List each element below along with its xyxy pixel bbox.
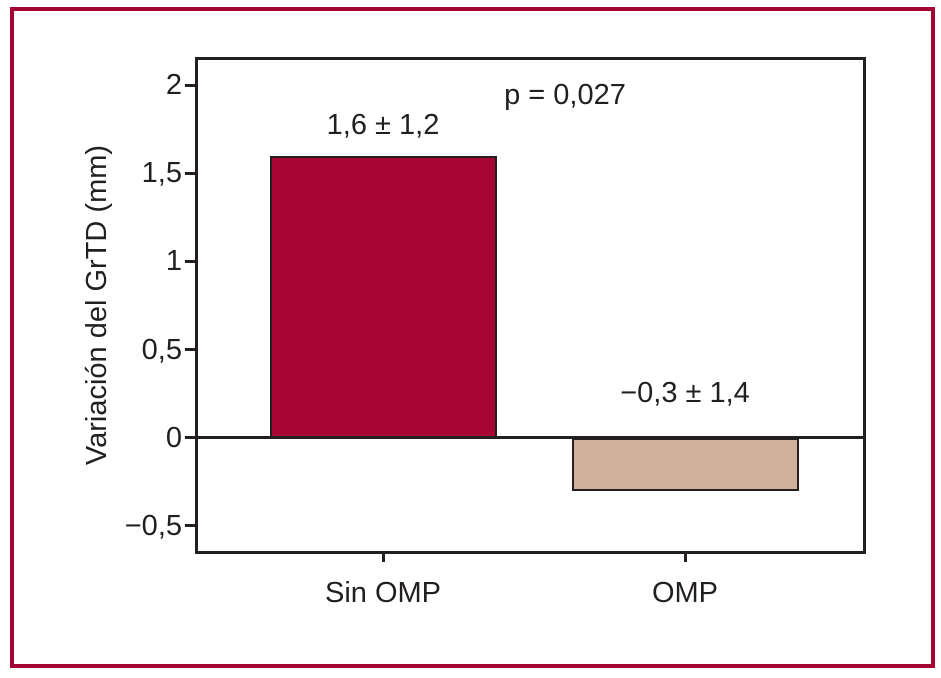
x-tick-mark-sin-omp xyxy=(381,554,385,562)
bar-value-label-omp: −0,3 ± 1,4 xyxy=(620,376,750,409)
y-tick-mark xyxy=(185,171,195,175)
y-tick-mark xyxy=(185,83,195,87)
p-value-label: p = 0,027 xyxy=(504,79,626,111)
y-axis-title: Variación del GrTD (mm) xyxy=(81,144,113,466)
y-tick-mark xyxy=(185,259,195,263)
figure-border xyxy=(10,7,935,668)
y-tick-label: 1 xyxy=(165,245,182,278)
y-tick-mark xyxy=(185,524,195,528)
y-tick-label: 2 xyxy=(165,69,182,102)
y-tick-mark xyxy=(185,348,195,352)
zero-baseline xyxy=(198,436,863,440)
x-tick-mark-omp xyxy=(683,554,687,562)
y-tick-label: 1,5 xyxy=(141,157,182,190)
x-category-label-sin-omp: Sin OMP xyxy=(324,577,442,609)
bar-value-label-sin-omp: 1,6 ± 1,2 xyxy=(326,108,440,141)
x-category-label-omp: OMP xyxy=(651,577,719,609)
plot-area xyxy=(195,57,866,554)
y-tick-label: −0,5 xyxy=(124,509,182,542)
y-tick-mark xyxy=(185,436,195,440)
y-tick-label: 0,5 xyxy=(141,333,182,366)
bar-omp xyxy=(571,437,799,491)
bar-sin-omp xyxy=(269,155,497,438)
y-tick-label: 0 xyxy=(165,421,182,454)
